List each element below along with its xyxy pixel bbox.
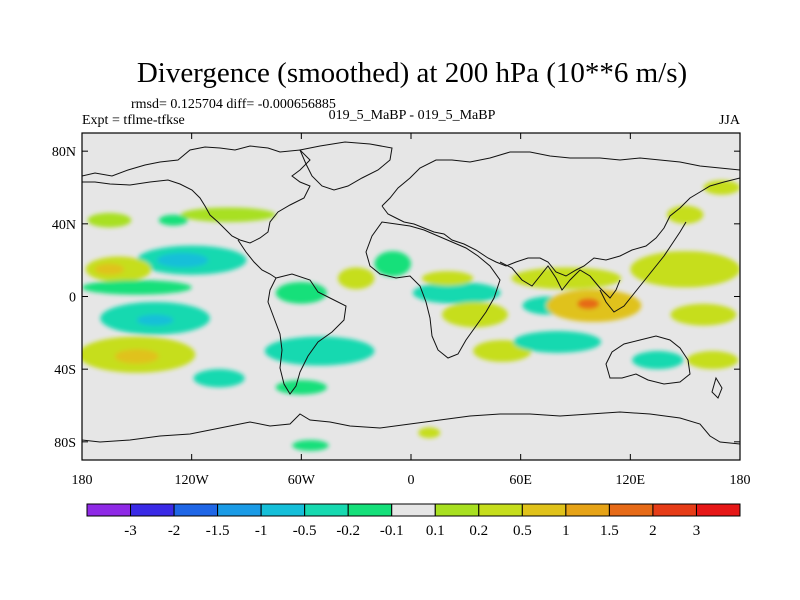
field-blob-7 <box>82 280 192 295</box>
field-blob-28 <box>670 303 737 326</box>
colorbar-label-7: 0.1 <box>426 523 445 539</box>
field-blob-33 <box>292 440 329 451</box>
divergence-field <box>82 180 740 451</box>
colorbar-box-12 <box>608 503 654 517</box>
field-blob-19 <box>421 271 474 286</box>
coastline-new-zealand <box>711 376 723 399</box>
y-tick-label-1: 40N <box>52 218 76 233</box>
field-blob-4 <box>156 252 209 268</box>
x-tick-label-0: 180 <box>72 473 93 488</box>
colorbar: -3 -2 -1.5 -1 -0.5 -0.2 -0.1 0.1 0.2 0.5 1 1.5 2 3 <box>86 503 741 539</box>
x-tick-label-4: 60E <box>509 473 532 488</box>
colorbar-label-12: 2 <box>649 523 657 539</box>
colorbar-box-5 <box>304 503 349 517</box>
field-blob-16 <box>264 336 375 366</box>
colorbar-label-5: -0.2 <box>336 523 360 539</box>
coastline-south-america <box>267 273 347 395</box>
coastline-central-america <box>237 239 277 279</box>
field-blob-13 <box>275 281 327 304</box>
field-blob-26 <box>513 331 602 353</box>
colorbar-label-10: 1 <box>562 523 570 539</box>
coastline-antarctica <box>82 411 740 445</box>
field-blob-11 <box>114 349 159 364</box>
colorbar-label-4: -0.5 <box>293 523 317 539</box>
coastlines <box>82 141 740 445</box>
y-tick-label-3: 40S <box>54 363 76 378</box>
field-blob-29 <box>632 351 684 370</box>
colorbar-label-2: -1.5 <box>206 523 230 539</box>
coastline-europe-asia <box>381 151 740 277</box>
colorbar-box-4 <box>260 503 306 517</box>
colorbar-box-8 <box>434 503 480 517</box>
y-tick-label-2: 0 <box>69 291 76 306</box>
colorbar-box-13 <box>652 503 697 517</box>
coastline-arabia-india <box>499 261 621 299</box>
colorbar-box-3 <box>217 503 262 517</box>
colorbar-label-3: -1 <box>255 523 268 539</box>
colorbar-box-9 <box>478 503 523 517</box>
field-blob-1 <box>87 212 132 228</box>
coastline-southeast-asia <box>599 221 687 313</box>
colorbar-label-6: -0.1 <box>380 523 404 539</box>
plot-area <box>81 132 741 461</box>
field-blob-2 <box>158 214 189 226</box>
colorbar-box-1 <box>130 503 175 517</box>
colorbar-box-0 <box>86 503 132 517</box>
x-tick-label-6: 180 <box>730 473 751 488</box>
x-tick-label-2: 60W <box>288 473 316 488</box>
x-axis: 180 120W 60W 0 60E 120E 180 <box>72 133 751 488</box>
field-blob-0 <box>180 207 276 223</box>
colorbar-label-13: 3 <box>693 523 701 539</box>
field-blob-32 <box>703 180 740 195</box>
x-tick-label-5: 120E <box>616 473 646 488</box>
field-blob-30 <box>686 351 739 370</box>
field-blob-12 <box>193 369 245 388</box>
colorbar-label-1: -2 <box>168 523 181 539</box>
field-blob-20 <box>442 301 508 328</box>
colorbar-label-9: 0.5 <box>513 523 532 539</box>
field-blob-14 <box>337 267 375 290</box>
field-blob-25 <box>577 298 600 310</box>
colorbar-box-14 <box>695 503 741 517</box>
rmsd-diff-stats: rmsd= 0.125704 diff= -0.000656885 <box>131 97 336 112</box>
chart-title: Divergence (smoothed) at 200 hPa (10**6 … <box>137 57 687 89</box>
field-blob-22 <box>511 267 622 290</box>
colorbar-label-0: -3 <box>124 523 137 539</box>
field-blob-34 <box>418 427 441 439</box>
coastline-australia <box>605 335 691 385</box>
season-label: JJA <box>719 113 741 128</box>
field-blob-27 <box>630 251 740 288</box>
field-blob-15 <box>374 251 411 277</box>
coastline-north-america <box>82 145 311 244</box>
colorbar-box-6 <box>347 503 393 517</box>
field-blob-6 <box>94 263 125 275</box>
experiment-label: Expt = tflme-tfkse <box>82 113 185 128</box>
field-blob-31 <box>666 205 704 224</box>
plot-background <box>82 133 740 460</box>
y-axis: 80N 40N 0 40S 80S <box>52 145 740 451</box>
field-blob-18 <box>412 281 501 304</box>
case-label: 019_5_MaBP - 019_5_MaBP <box>329 108 496 123</box>
y-tick-label-4: 80S <box>54 436 76 451</box>
x-tick-label-1: 120W <box>175 473 210 488</box>
colorbar-box-2 <box>173 503 219 517</box>
colorbar-label-11: 1.5 <box>600 523 619 539</box>
y-tick-label-0: 80N <box>52 145 76 160</box>
x-tick-label-3: 0 <box>408 473 415 488</box>
colorbar-box-7 <box>391 503 436 517</box>
field-blob-9 <box>136 314 174 326</box>
colorbar-label-8: 0.2 <box>469 523 488 539</box>
colorbar-box-11 <box>565 503 610 517</box>
coastline-africa <box>365 221 501 359</box>
colorbar-box-10 <box>521 503 567 517</box>
coastline-greenland <box>299 141 393 191</box>
